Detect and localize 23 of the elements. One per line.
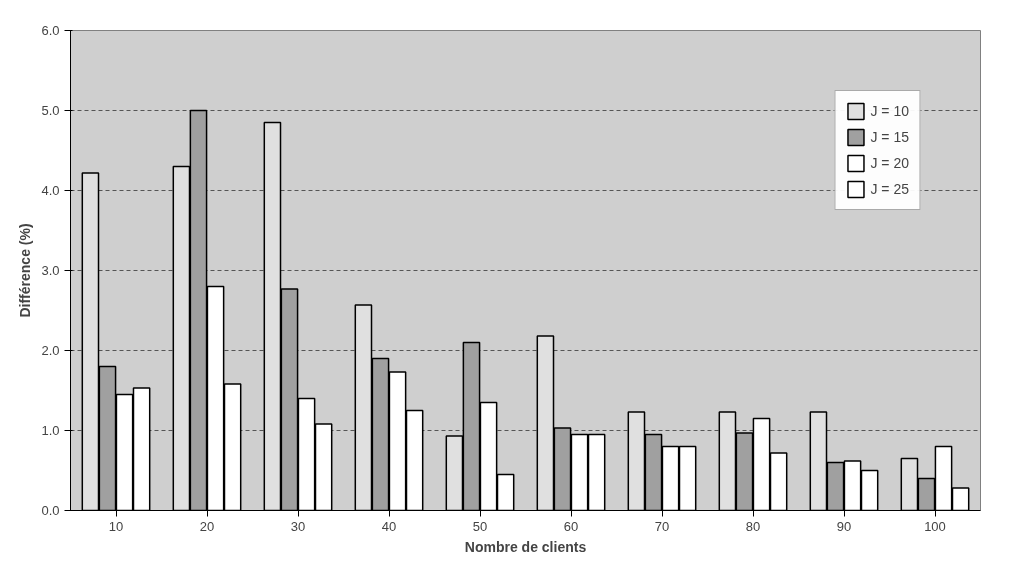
- legend-label: J = 20: [870, 155, 909, 171]
- x-tick-label: 80: [745, 518, 761, 534]
- y-tick-label: 2.0: [41, 343, 60, 358]
- x-tick-label: 70: [654, 518, 670, 534]
- legend-label: J = 10: [870, 103, 909, 119]
- y-tick-label: 4.0: [41, 183, 60, 198]
- y-tick-label: 3.0: [41, 263, 60, 278]
- x-tick-label: 50: [472, 518, 488, 534]
- x-tick-label: 90: [836, 518, 852, 534]
- y-tick-label: 5.0: [41, 103, 60, 118]
- x-tick-label: 40: [381, 518, 397, 534]
- legend-label: J = 15: [870, 129, 909, 145]
- y-axis-title: Différence (%): [17, 223, 34, 318]
- y-tick-label: 0.0: [41, 503, 60, 518]
- y-tick-label: 6.0: [41, 23, 60, 38]
- x-tick-label: 100: [924, 518, 946, 534]
- y-tick-label: 1.0: [41, 423, 60, 438]
- legend-label: J = 25: [870, 181, 909, 197]
- x-tick-label: 10: [108, 518, 124, 534]
- x-tick-label: 30: [290, 518, 306, 534]
- x-tick-label: 20: [199, 518, 215, 534]
- x-axis-title: Nombre de clients: [464, 538, 587, 555]
- x-tick-label: 60: [563, 518, 579, 534]
